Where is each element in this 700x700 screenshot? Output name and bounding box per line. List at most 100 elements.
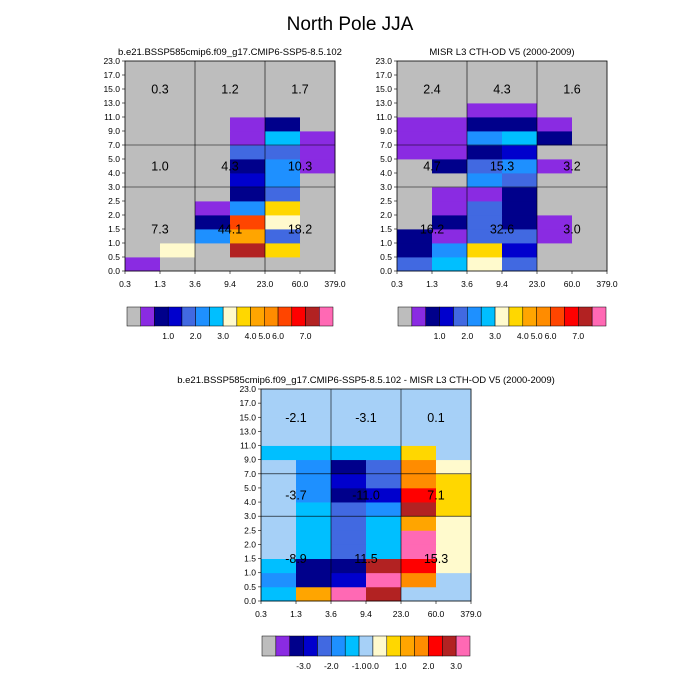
heatmap-cell <box>537 187 573 202</box>
heatmap-cell <box>296 572 332 588</box>
heatmap-cell <box>436 389 472 404</box>
heatmap-cell <box>572 257 608 272</box>
heatmap-cell <box>125 103 161 118</box>
heatmap-cell <box>125 117 161 132</box>
heatmap-cell <box>572 243 608 258</box>
y-tick-label: 5.0 <box>380 154 392 164</box>
group-value-label: 0.1 <box>427 411 444 425</box>
heatmap-cell <box>397 145 433 160</box>
heatmap-cell <box>160 229 196 244</box>
heatmap-cell <box>432 187 468 202</box>
y-tick-label: 23.0 <box>103 56 120 66</box>
heatmap-cell <box>261 389 297 404</box>
heatmap-cell <box>432 201 468 216</box>
heatmap-cell <box>397 243 433 258</box>
heatmap-cell <box>366 417 402 432</box>
heatmap-cell <box>537 145 573 160</box>
heatmap-cell <box>230 131 266 146</box>
y-tick-label: 0.0 <box>108 266 120 276</box>
heatmap-cell <box>401 389 437 404</box>
heatmap-cell <box>300 257 336 272</box>
heatmap-cell <box>296 473 332 489</box>
x-tick-label: 60.0 <box>292 279 309 289</box>
colorbar-box <box>277 306 293 327</box>
x-tick-label: 9.4 <box>496 279 508 289</box>
colorbar-label: 6.0 <box>272 331 284 341</box>
heatmap-cell <box>265 229 301 244</box>
colorbar-label: 4.0 <box>245 331 257 341</box>
heatmap-cell <box>537 243 573 258</box>
heatmap-cell <box>331 403 367 418</box>
heatmap-cell <box>502 201 538 216</box>
heatmap-cell <box>195 159 231 174</box>
x-tick-label: 379.0 <box>324 279 346 289</box>
colorbar-label: 3.0 <box>489 331 501 341</box>
y-tick-label: 23.0 <box>239 384 256 394</box>
colorbar-box <box>550 306 565 327</box>
heatmap-cell <box>125 229 161 244</box>
heatmap-cell <box>572 187 608 202</box>
heatmap-cell <box>401 586 437 602</box>
heatmap-cell <box>467 201 503 216</box>
y-tick-label: 13.0 <box>239 426 256 436</box>
y-tick-label: 0.0 <box>244 596 256 606</box>
heatmap-cell <box>537 215 573 230</box>
heatmap-cell <box>572 131 608 146</box>
heatmap-cell <box>195 131 231 146</box>
colorbar-box <box>291 306 306 327</box>
group-value-label: 4.3 <box>493 83 510 97</box>
heatmap-cell <box>261 473 297 489</box>
heatmap-cell <box>230 89 266 104</box>
heatmap-cell <box>296 544 332 559</box>
y-tick-label: 17.0 <box>239 398 256 408</box>
group-value-label: 4.7 <box>423 160 440 174</box>
heatmap-cell <box>265 243 301 258</box>
heatmap-cell <box>502 145 538 160</box>
heatmap-cell <box>366 558 402 574</box>
heatmap-cell <box>125 145 161 160</box>
x-tick-label: 0.3 <box>255 609 267 619</box>
heatmap-cell <box>265 201 301 216</box>
y-tick-label: 0.5 <box>380 252 392 262</box>
heatmap-cell <box>366 459 402 475</box>
heatmap-cell <box>261 558 297 574</box>
y-tick-label: 11.0 <box>240 441 256 451</box>
heatmap-cell <box>230 229 266 244</box>
heatmap-cell <box>300 243 336 258</box>
heatmap-cell <box>195 201 231 216</box>
heatmap-cell <box>331 487 367 503</box>
y-tick-label: 2.5 <box>380 196 392 206</box>
colorbar-box <box>508 306 524 327</box>
colorbar-label: -1.0 <box>352 661 367 671</box>
heatmap-cell <box>502 243 538 258</box>
heatmap-cell <box>401 502 437 517</box>
heatmap-cell <box>397 117 433 132</box>
heatmap-cell <box>265 75 301 90</box>
panel-title: b.e21.BSSP585cmip6.f09_g17.CMIP6-SSP5-8.… <box>177 375 555 386</box>
heatmap-cell <box>436 431 472 446</box>
heatmap-cell <box>397 229 433 244</box>
x-tick-label: 23.0 <box>257 279 274 289</box>
colorbar-box <box>480 306 496 327</box>
heatmap-cell <box>296 431 332 446</box>
heatmap-cell <box>467 173 503 188</box>
heatmap-cell <box>366 487 402 503</box>
heatmap-cell <box>366 502 402 517</box>
heatmap-cell <box>502 131 538 146</box>
colorbar-box <box>372 635 388 657</box>
heatmap-cell <box>502 75 538 90</box>
heatmap-cell <box>401 516 437 531</box>
figure-title: North Pole JJA <box>287 14 414 35</box>
heatmap-cell <box>432 229 468 244</box>
colorbar-label: 7.0 <box>300 331 312 341</box>
y-tick-label: 1.0 <box>244 568 256 578</box>
colorbar-label: 1.0 <box>162 331 174 341</box>
heatmap-cell <box>502 61 538 76</box>
heatmap-cell <box>397 257 433 272</box>
y-tick-label: 3.0 <box>244 511 256 521</box>
heatmap-cell <box>502 89 538 104</box>
heatmap-cell <box>537 103 573 118</box>
heatmap-cell <box>401 445 437 461</box>
colorbar-box <box>536 306 551 327</box>
heatmap-cell <box>432 145 468 160</box>
